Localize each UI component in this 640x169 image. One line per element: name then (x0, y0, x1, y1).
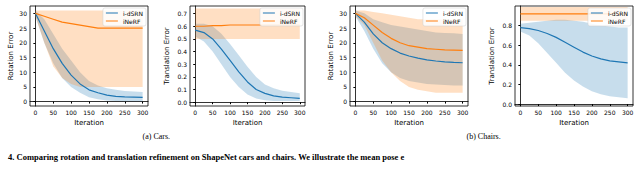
svg-text:50: 50 (49, 109, 57, 116)
svg-text:Rotation Error: Rotation Error (327, 32, 335, 81)
svg-text:i-dSRN: i-dSRN (123, 10, 143, 17)
svg-text:Iteration: Iteration (74, 119, 104, 127)
svg-text:150: 150 (403, 109, 415, 116)
svg-text:0.0: 0.0 (177, 99, 187, 106)
svg-text:250: 250 (439, 109, 451, 116)
svg-text:0: 0 (33, 109, 37, 116)
svg-text:0.6: 0.6 (502, 42, 512, 49)
svg-text:200: 200 (586, 109, 598, 116)
svg-text:0: 0 (353, 109, 357, 116)
svg-text:0: 0 (193, 109, 197, 116)
svg-text:Translation Error: Translation Error (488, 27, 496, 86)
svg-text:100: 100 (550, 109, 562, 116)
svg-text:300: 300 (294, 109, 306, 116)
svg-text:250: 250 (277, 109, 289, 116)
svg-text:10: 10 (339, 69, 347, 76)
svg-text:150: 150 (568, 109, 580, 116)
svg-text:Iteration: Iteration (233, 119, 263, 127)
svg-text:0: 0 (23, 98, 27, 105)
svg-text:0.4: 0.4 (177, 48, 187, 55)
svg-text:100: 100 (385, 109, 397, 116)
svg-text:0.3: 0.3 (177, 61, 187, 68)
svg-text:20: 20 (339, 39, 347, 46)
svg-text:30: 30 (19, 10, 27, 17)
svg-text:150: 150 (242, 109, 254, 116)
svg-text:50: 50 (534, 109, 542, 116)
svg-text:Iteration: Iteration (394, 119, 424, 127)
svg-text:i-dSRN: i-dSRN (443, 10, 463, 17)
svg-text:100: 100 (65, 109, 77, 116)
svg-text:300: 300 (622, 109, 634, 116)
svg-text:250: 250 (604, 109, 616, 116)
svg-text:10: 10 (19, 69, 27, 76)
svg-text:50: 50 (209, 109, 217, 116)
svg-text:5: 5 (343, 83, 347, 90)
svg-text:15: 15 (19, 54, 27, 61)
svg-text:Iteration: Iteration (559, 119, 589, 127)
svg-text:0.7: 0.7 (177, 10, 187, 17)
svg-text:0: 0 (518, 109, 522, 116)
svg-text:0.6: 0.6 (177, 23, 187, 30)
svg-text:0.1: 0.1 (177, 86, 187, 93)
svg-text:50: 50 (369, 109, 377, 116)
svg-text:5: 5 (23, 83, 27, 90)
svg-text:i-dSRN: i-dSRN (280, 10, 300, 17)
svg-text:Translation Error: Translation Error (163, 27, 171, 86)
svg-text:iNeRF: iNeRF (608, 18, 626, 25)
svg-text:150: 150 (83, 109, 95, 116)
svg-text:4. Comparing rotation and tran: 4. Comparing rotation and translation re… (8, 152, 404, 162)
svg-text:200: 200 (259, 109, 271, 116)
svg-text:250: 250 (119, 109, 131, 116)
svg-text:0.2: 0.2 (177, 73, 187, 80)
svg-text:iNeRF: iNeRF (123, 18, 141, 25)
svg-text:30: 30 (339, 10, 347, 17)
svg-text:(b) Chairs.: (b) Chairs. (467, 132, 501, 141)
svg-text:25: 25 (339, 25, 347, 32)
svg-text:iNeRF: iNeRF (280, 18, 298, 25)
svg-text:20: 20 (19, 39, 27, 46)
svg-text:Rotation Error: Rotation Error (7, 32, 15, 81)
svg-text:0.0: 0.0 (502, 101, 512, 108)
svg-text:0.4: 0.4 (502, 61, 512, 68)
svg-text:iNeRF: iNeRF (443, 18, 461, 25)
svg-text:(a) Cars.: (a) Cars. (143, 132, 171, 141)
svg-text:0: 0 (343, 98, 347, 105)
svg-text:100: 100 (224, 109, 236, 116)
svg-text:200: 200 (421, 109, 433, 116)
svg-text:0.5: 0.5 (177, 35, 187, 42)
svg-text:25: 25 (19, 25, 27, 32)
svg-text:15: 15 (339, 54, 347, 61)
svg-text:300: 300 (457, 109, 469, 116)
svg-text:0.8: 0.8 (502, 22, 512, 29)
svg-text:300: 300 (137, 109, 149, 116)
svg-text:0.2: 0.2 (502, 81, 512, 88)
svg-text:i-dSRN: i-dSRN (608, 10, 628, 17)
svg-text:200: 200 (101, 109, 113, 116)
